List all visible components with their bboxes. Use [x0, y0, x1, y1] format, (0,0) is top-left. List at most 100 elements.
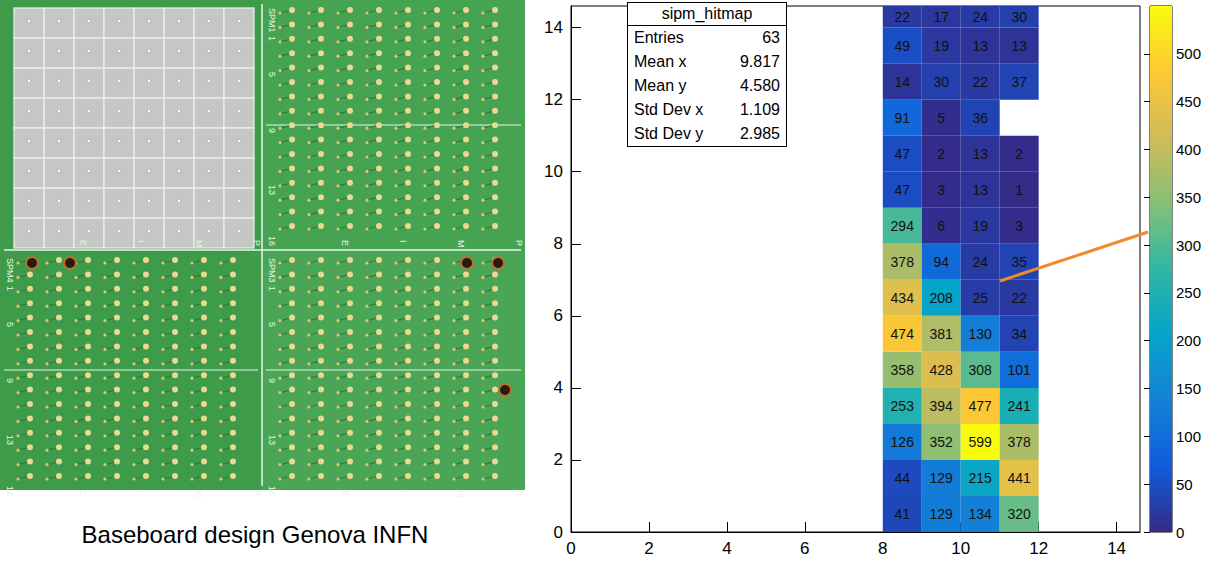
svg-text:30: 30 [933, 74, 949, 90]
svg-text:250: 250 [1176, 284, 1201, 301]
svg-text:13: 13 [267, 435, 277, 445]
svg-text:8: 8 [554, 234, 563, 253]
svg-text:47: 47 [894, 146, 910, 162]
svg-text:10: 10 [544, 162, 563, 181]
svg-text:12: 12 [1029, 539, 1048, 558]
svg-text:3: 3 [937, 182, 945, 198]
svg-text:150: 150 [1176, 380, 1201, 397]
svg-text:378: 378 [891, 254, 915, 270]
svg-text:5: 5 [5, 322, 15, 327]
svg-text:13: 13 [972, 38, 988, 54]
svg-text:I: I [398, 490, 408, 493]
svg-text:17: 17 [933, 9, 949, 25]
svg-text:34: 34 [1011, 326, 1027, 342]
svg-text:129: 129 [930, 506, 954, 522]
svg-text:2: 2 [1015, 146, 1023, 162]
svg-text:300: 300 [1176, 237, 1201, 254]
svg-text:308: 308 [969, 362, 993, 378]
svg-text:1: 1 [267, 36, 277, 41]
svg-text:9: 9 [267, 128, 277, 133]
svg-text:14: 14 [894, 74, 910, 90]
svg-text:0: 0 [554, 523, 563, 542]
svg-text:SPM4: SPM4 [5, 258, 15, 283]
svg-text:5: 5 [937, 110, 945, 126]
svg-text:208: 208 [930, 290, 954, 306]
svg-text:294: 294 [891, 218, 915, 234]
svg-text:134: 134 [969, 506, 993, 522]
svg-text:M: M [456, 490, 466, 498]
svg-text:19: 19 [933, 38, 949, 54]
svg-text:91: 91 [894, 110, 910, 126]
svg-text:500: 500 [1176, 45, 1201, 62]
svg-text:24: 24 [972, 9, 988, 25]
svg-text:16: 16 [267, 486, 277, 496]
svg-text:4: 4 [554, 378, 563, 397]
svg-text:16: 16 [267, 236, 277, 246]
svg-text:37: 37 [1011, 74, 1027, 90]
svg-text:101: 101 [1008, 362, 1032, 378]
svg-text:Baseboard design Genova INFN: Baseboard design Genova INFN [82, 521, 429, 548]
svg-text:22: 22 [1011, 290, 1027, 306]
svg-text:94: 94 [933, 254, 949, 270]
svg-text:I: I [136, 490, 146, 493]
svg-text:378: 378 [1008, 434, 1032, 450]
svg-text:13: 13 [1011, 38, 1027, 54]
svg-text:E: E [78, 490, 88, 496]
svg-text:M: M [194, 490, 204, 498]
svg-text:358: 358 [891, 362, 915, 378]
svg-text:13: 13 [5, 435, 15, 445]
svg-text:14: 14 [544, 18, 563, 37]
svg-text:126: 126 [891, 434, 915, 450]
svg-text:22: 22 [972, 74, 988, 90]
svg-text:P: P [252, 490, 262, 496]
svg-text:I: I [398, 240, 408, 243]
svg-text:35: 35 [1011, 254, 1027, 270]
svg-text:25: 25 [972, 290, 988, 306]
svg-text:215: 215 [969, 470, 993, 486]
svg-text:19: 19 [972, 218, 988, 234]
svg-text:474: 474 [891, 326, 915, 342]
svg-text:13: 13 [267, 185, 277, 195]
svg-text:I: I [136, 240, 146, 243]
svg-text:M: M [194, 240, 204, 248]
svg-text:100: 100 [1176, 428, 1201, 445]
svg-text:6: 6 [937, 218, 945, 234]
svg-text:200: 200 [1176, 332, 1201, 349]
svg-text:6: 6 [554, 306, 563, 325]
svg-text:5: 5 [267, 72, 277, 77]
svg-text:36: 36 [972, 110, 988, 126]
svg-text:E: E [78, 240, 88, 246]
svg-text:44: 44 [894, 470, 910, 486]
svg-text:12: 12 [544, 90, 563, 109]
svg-text:10: 10 [951, 539, 970, 558]
svg-text:14: 14 [1107, 539, 1126, 558]
svg-text:320: 320 [1008, 506, 1032, 522]
svg-text:599: 599 [969, 434, 993, 450]
svg-text:P: P [514, 240, 524, 246]
svg-text:352: 352 [930, 434, 954, 450]
svg-text:49: 49 [894, 38, 910, 54]
svg-text:13: 13 [972, 146, 988, 162]
svg-text:350: 350 [1176, 189, 1201, 206]
svg-text:22: 22 [894, 9, 910, 25]
svg-text:450: 450 [1176, 93, 1201, 110]
svg-text:381: 381 [930, 326, 954, 342]
svg-text:253: 253 [891, 398, 915, 414]
svg-text:441: 441 [1008, 470, 1032, 486]
svg-text:50: 50 [1176, 476, 1193, 493]
svg-text:2: 2 [554, 450, 563, 469]
svg-text:3: 3 [1015, 218, 1023, 234]
svg-text:2: 2 [644, 539, 653, 558]
svg-text:241: 241 [1008, 398, 1032, 414]
svg-text:E: E [340, 240, 350, 246]
svg-text:130: 130 [969, 326, 993, 342]
svg-text:1: 1 [267, 286, 277, 291]
svg-text:428: 428 [930, 362, 954, 378]
svg-text:0: 0 [1176, 524, 1184, 541]
svg-text:9: 9 [5, 378, 15, 383]
svg-text:M: M [456, 240, 466, 248]
svg-text:P: P [252, 240, 262, 246]
svg-text:47: 47 [894, 182, 910, 198]
svg-text:30: 30 [1011, 9, 1027, 25]
svg-text:8: 8 [878, 539, 887, 558]
